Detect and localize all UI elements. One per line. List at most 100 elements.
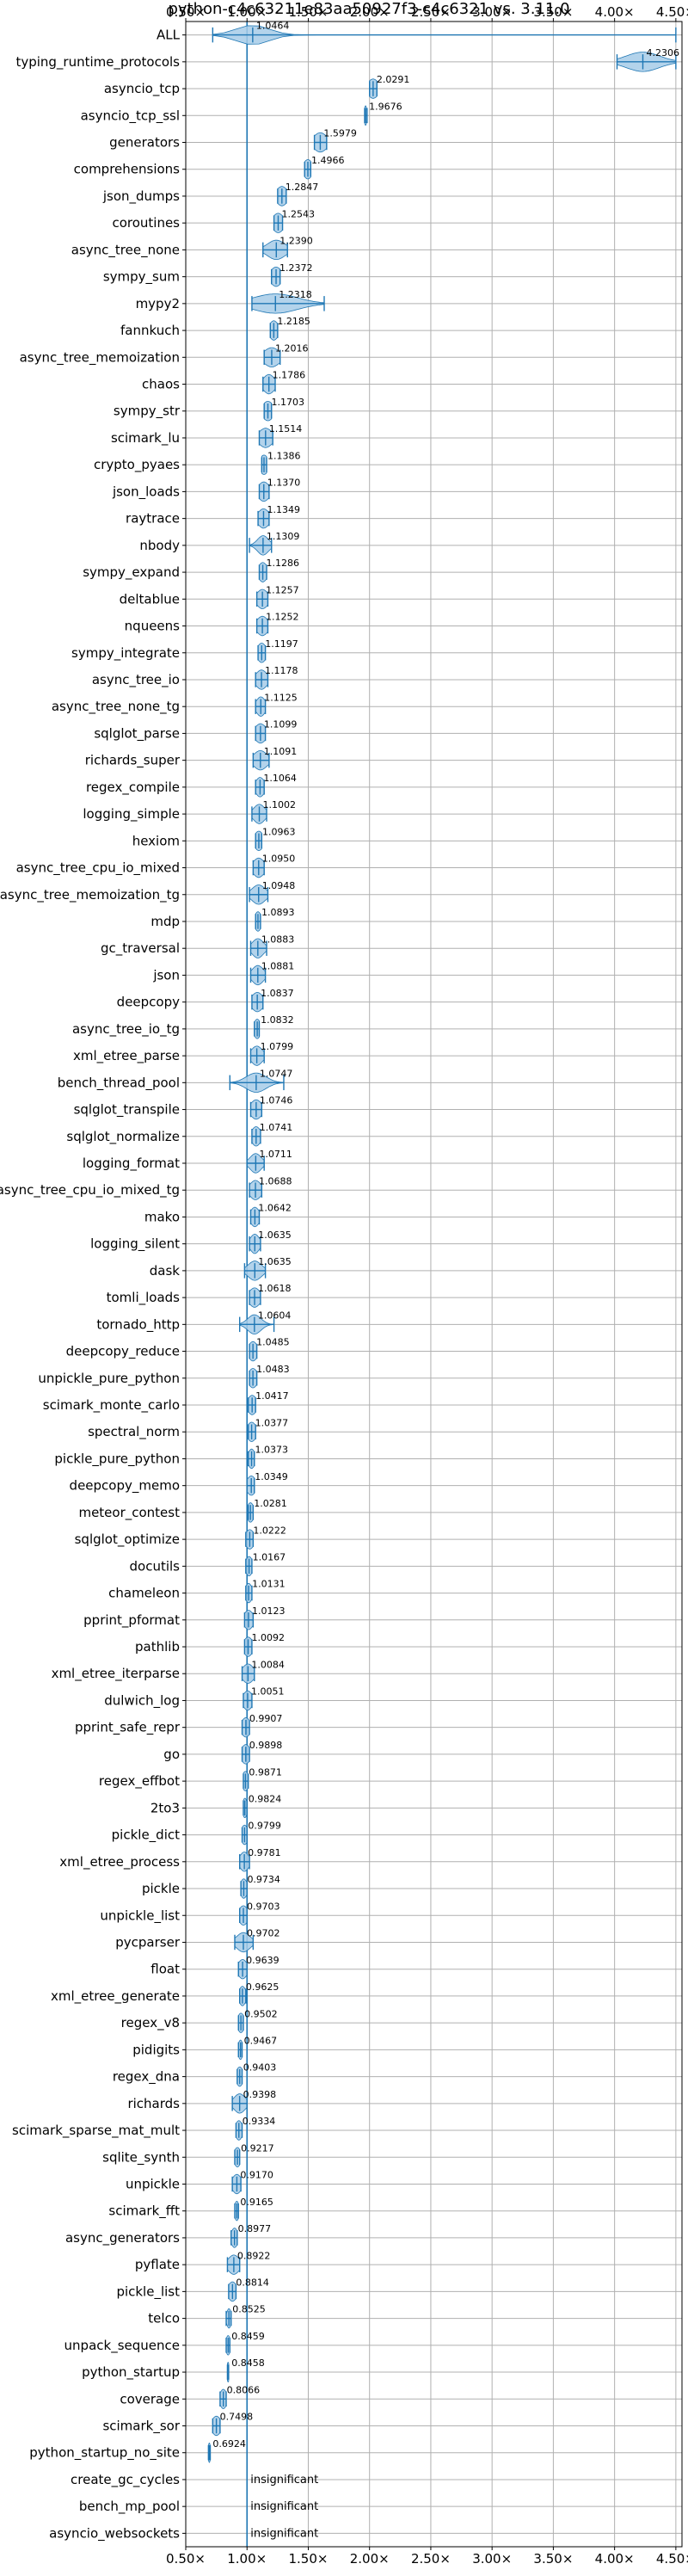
benchmark-violin: 1.0837 <box>251 988 294 1013</box>
benchmark-violin: 1.0688 <box>249 1175 292 1200</box>
value-label: 1.2318 <box>279 289 312 300</box>
value-label: 0.8977 <box>238 2223 272 2234</box>
benchmark-violin: 1.0051 <box>243 1686 284 1711</box>
category-label: pathlib <box>135 1639 180 1655</box>
chart-title: python-c4c63211e83aa50927f3-c4c6321 vs. … <box>168 0 569 18</box>
category-label: pickle_pure_python <box>54 1451 180 1467</box>
x-tick-label-top: 2.50× <box>411 4 451 20</box>
category-label: pprint_safe_repr <box>75 1720 181 1736</box>
category-label: sqlglot_transpile <box>74 1102 180 1119</box>
category-label: mako <box>144 1209 180 1224</box>
benchmark-violin: 1.1370 <box>258 478 301 502</box>
value-label: 1.2847 <box>286 182 319 193</box>
benchmark-violin: 0.9824 <box>243 1793 281 1818</box>
value-label: 1.0837 <box>261 988 294 999</box>
benchmark-violin: 1.0123 <box>243 1605 285 1630</box>
value-label: 1.0747 <box>260 1068 293 1079</box>
value-label: 1.1370 <box>267 478 301 489</box>
benchmark-violin: 0.9403 <box>236 2062 276 2087</box>
category-label: xml_etree_process <box>59 1854 180 1870</box>
category-label: go <box>163 1747 180 1762</box>
value-label: 1.0092 <box>252 1632 286 1643</box>
category-label: chameleon <box>108 1586 180 1601</box>
category-label: tornado_http <box>96 1316 180 1333</box>
category-label: sqlglot_parse <box>94 725 180 742</box>
benchmark-violin: 1.1252 <box>255 612 299 637</box>
x-tick-label-bottom: 3.00× <box>472 2551 512 2567</box>
benchmark-violin: 1.0635 <box>249 1229 292 1254</box>
value-label: 0.9170 <box>240 2170 273 2181</box>
plot-frame <box>185 21 683 2548</box>
insignificant-label: insignificant <box>250 2527 318 2540</box>
category-label: sympy_str <box>114 404 181 420</box>
benchmark-violin: 1.2847 <box>277 182 319 206</box>
benchmark-violin: 1.2372 <box>271 262 313 287</box>
benchmark-violin: 0.8458 <box>226 2357 265 2382</box>
x-tick-label-top: 0.50× <box>166 4 206 20</box>
category-label: tomli_loads <box>107 1290 181 1306</box>
category-label: asyncio_websockets <box>49 2525 180 2542</box>
category-label: pickle_dict <box>112 1827 180 1844</box>
value-label: 1.5979 <box>323 128 357 139</box>
benchmark-violin: 1.0131 <box>245 1579 286 1604</box>
benchmark-violin: 1.0963 <box>255 826 295 852</box>
category-label: hexiom <box>132 833 180 848</box>
benchmark-violin: 1.0417 <box>247 1390 289 1415</box>
category-label: async_tree_memoization_tg <box>0 887 180 903</box>
category-label: dulwich_log <box>104 1692 180 1709</box>
axis-layer: 0.50× 0.50× 1.00× 1.00× 1.50× 1.50× 2.00× 2.00×… <box>0 4 688 2567</box>
benchmark-violin: 0.6924 <box>207 2438 246 2463</box>
value-label: 1.0635 <box>258 1256 292 1267</box>
benchmark-violin: 0.9639 <box>237 1955 280 1980</box>
category-label: fannkuch <box>120 323 180 338</box>
value-label: 1.0741 <box>260 1122 293 1133</box>
value-label: 1.0373 <box>255 1445 289 1456</box>
benchmark-violin: 1.1178 <box>255 665 298 690</box>
benchmark-violin: 1.0881 <box>249 961 294 986</box>
category-label: async_generators <box>65 2230 180 2246</box>
benchmark-violin: 1.1125 <box>255 692 298 717</box>
benchmark-violin: 1.0483 <box>249 1364 290 1389</box>
x-tick-label-top: 4.00× <box>595 4 635 20</box>
benchmark-violin: 1.1002 <box>251 799 296 824</box>
benchmark-violin: 0.9907 <box>241 1713 282 1738</box>
benchmark-violin: 1.0741 <box>251 1122 293 1147</box>
value-label: 1.4966 <box>311 155 345 166</box>
value-label: 1.1178 <box>265 665 298 676</box>
value-label: 1.1786 <box>273 370 306 381</box>
benchmark-violin: 0.9502 <box>237 2008 278 2033</box>
value-label: 1.0688 <box>259 1175 292 1186</box>
benchmark-violin: 1.0642 <box>249 1203 292 1228</box>
category-label: scimark_lu <box>111 430 180 447</box>
x-tick-label-bottom: 2.00× <box>350 2551 390 2567</box>
category-label: deepcopy_memo <box>70 1478 180 1494</box>
benchmark-violin: 1.2016 <box>263 342 308 367</box>
category-label: json_loads <box>112 484 180 500</box>
benchmark-violin: 1.0373 <box>247 1445 289 1470</box>
category-label: async_tree_io <box>92 672 180 688</box>
benchmark-violin: 1.0377 <box>247 1417 288 1442</box>
benchmark-violin: 0.9467 <box>237 2035 277 2060</box>
value-label: 0.9639 <box>246 1955 280 1966</box>
category-label: json_dumps <box>102 188 180 205</box>
benchmark-violin: 0.8525 <box>225 2304 266 2329</box>
category-label: gc_traversal <box>101 940 180 957</box>
value-label: 1.0417 <box>255 1390 289 1402</box>
benchmark-violin: 0.9898 <box>241 1740 282 1765</box>
insignificant-label: insignificant <box>250 2474 318 2487</box>
value-label: 0.9165 <box>240 2197 273 2208</box>
benchmark-violin: 1.0222 <box>245 1525 286 1550</box>
category-label: typing_runtime_protocols <box>15 54 180 71</box>
value-label: 1.0349 <box>255 1471 288 1482</box>
benchmark-violin: 0.8922 <box>226 2250 270 2275</box>
value-label: 1.0131 <box>252 1579 286 1590</box>
benchmark-violin: 0.8459 <box>225 2331 265 2356</box>
value-label: 1.0485 <box>256 1337 290 1348</box>
value-label: 1.0281 <box>254 1498 287 1509</box>
value-label: 0.9703 <box>247 1901 280 1912</box>
category-label: unpickle_list <box>100 1907 180 1924</box>
value-label: 0.8525 <box>232 2304 266 2315</box>
benchmark-violin: 1.0604 <box>238 1310 291 1335</box>
category-label: unpickle_pure_python <box>38 1371 180 1387</box>
category-label: asyncio_tcp <box>104 81 180 97</box>
